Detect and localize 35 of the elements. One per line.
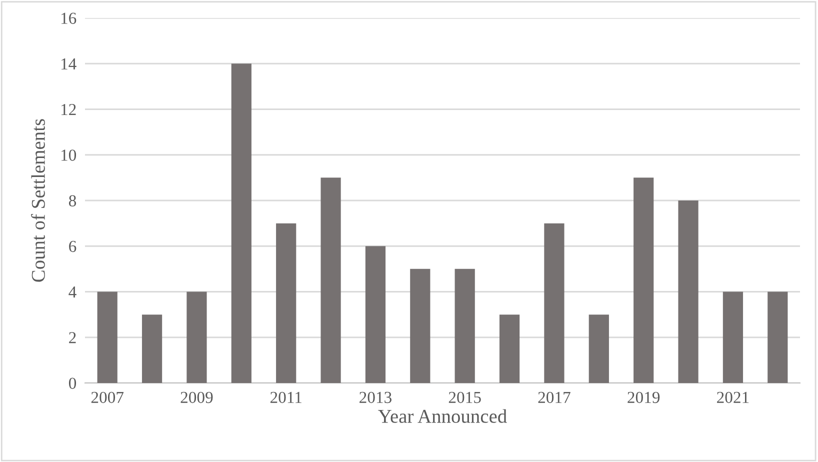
bar <box>768 292 788 383</box>
bar <box>588 314 609 383</box>
bar <box>97 292 118 383</box>
x-tick-label: 2021 <box>717 392 749 404</box>
bar <box>186 292 207 383</box>
y-tick-label: 0 <box>68 378 76 389</box>
x-tick-label: 2009 <box>180 392 213 404</box>
bar <box>499 314 520 383</box>
y-tick-label: 4 <box>68 286 76 298</box>
bar <box>454 268 475 383</box>
bar <box>276 223 296 383</box>
bar <box>634 178 654 383</box>
bar <box>678 200 698 383</box>
y-tick-label: 16 <box>61 12 76 24</box>
bar <box>231 64 252 383</box>
y-tick-label: 14 <box>61 58 76 70</box>
x-axis-title: Year Announced <box>378 409 507 423</box>
bar <box>544 223 564 383</box>
x-tick-label: 2011 <box>270 392 302 404</box>
x-tick-label: 2015 <box>448 392 481 404</box>
y-tick-label: 2 <box>69 332 76 344</box>
x-tick-label: 2019 <box>628 392 660 404</box>
bar <box>410 268 430 383</box>
y-tick-label: 6 <box>69 240 76 252</box>
x-tick-label: 2013 <box>360 392 392 404</box>
x-tick-label: 2007 <box>91 392 124 404</box>
bar <box>365 246 386 383</box>
y-tick-label: 10 <box>61 150 76 161</box>
x-tick-label: 2017 <box>538 392 570 404</box>
y-tick-label: 8 <box>68 195 76 206</box>
bar <box>320 178 341 383</box>
y-tick-label: 12 <box>61 104 76 116</box>
y-axis-title: Count of Settlements <box>31 119 45 282</box>
bar <box>722 292 744 383</box>
bar <box>142 314 162 383</box>
